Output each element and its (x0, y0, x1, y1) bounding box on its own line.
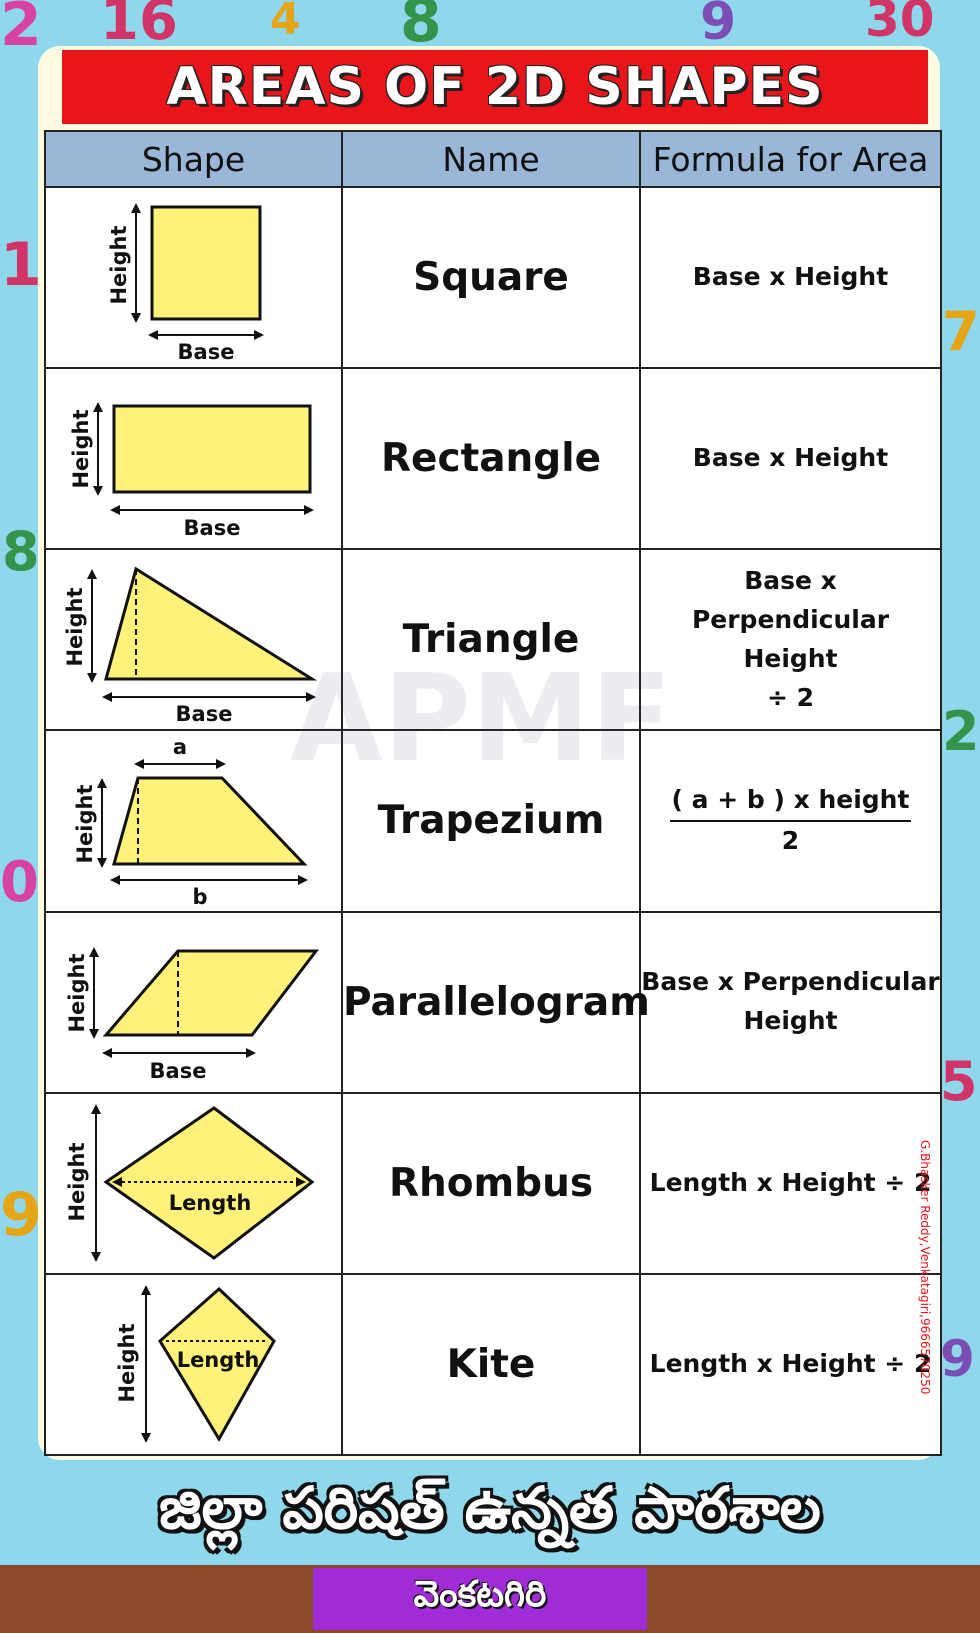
place-banner: వెంకటగిరి (313, 1568, 647, 1630)
shape-cell: Length Height (44, 1272, 343, 1457)
shape-formula: Length x Height ÷ 2 (639, 1091, 942, 1275)
title-banner: AREAS OF 2D SHAPES (62, 50, 928, 124)
shape-name: Trapezium (341, 729, 641, 913)
table-row: Height Base Rectangle Base x Height (44, 367, 942, 551)
school-name: జిల్లా పరిషత్ ఉన్నత పాఠశాల (159, 1474, 821, 1542)
shape-cell: Height Base (44, 910, 343, 1094)
table-row: Length Height Kite Length x Height ÷ 2 (44, 1272, 942, 1457)
formula-line: Base x (744, 566, 837, 596)
shape-name: Rectangle (341, 367, 641, 551)
rectangle-diagram: Height Base (69, 401, 314, 540)
header-name: Name (341, 130, 641, 188)
formula-line: Height (743, 1006, 838, 1036)
height-label: Height (65, 954, 89, 1033)
formula-line: Length x Height ÷ 2 (649, 1349, 932, 1379)
height-label: Height (63, 587, 87, 666)
rhombus-diagram: Length Height (65, 1104, 314, 1263)
formula-line: Perpendicular Height (691, 605, 890, 673)
length-label: Length (168, 1191, 251, 1215)
formula-denominator: 2 (781, 825, 800, 855)
header-shape: Shape (44, 130, 343, 188)
shape-cell: Height Base (44, 367, 343, 551)
height-label: Height (69, 409, 93, 488)
shape-cell: Height Base (44, 548, 343, 732)
base-label: Base (183, 516, 240, 540)
shape-name: Triangle (341, 548, 641, 732)
formula-line: ÷ 2 (766, 682, 815, 712)
table-row: Length Height Rhombus Length x Height ÷ … (44, 1091, 942, 1275)
height-label: Height (107, 225, 131, 304)
shape-formula: Base x Perpendicular Height ÷ 2 (639, 548, 942, 732)
base-label: Base (177, 340, 234, 363)
table-row: Height Base Parallelogram Base x Perpend… (44, 910, 942, 1094)
shape-name: Square (341, 185, 641, 370)
side-b-label: b (192, 885, 207, 906)
table-row: Height Base Triangle Base x Perpendicula… (44, 548, 942, 732)
formula-line: Length x Height ÷ 2 (649, 1167, 932, 1197)
table-header-row: Shape Name Formula for Area (44, 130, 942, 188)
table-row: a Height b Trapezium ( (44, 729, 942, 913)
base-label: Base (149, 1059, 206, 1083)
header-formula: Formula for Area (639, 130, 942, 188)
shape-formula: Base x Height (639, 185, 942, 370)
formula-numerator: ( a + b ) x height (669, 781, 912, 822)
shape-cell: Height Base (44, 185, 343, 370)
trapezium-diagram: a Height b (73, 736, 308, 906)
height-label: Height (115, 1324, 139, 1403)
place-name: వెంకటగిరి (413, 1574, 547, 1615)
height-label: Height (65, 1143, 89, 1222)
side-a-label: a (172, 736, 186, 759)
kite-diagram: Length Height (115, 1285, 276, 1444)
page-title: AREAS OF 2D SHAPES (166, 57, 824, 117)
shape-cell: a Height b (44, 729, 343, 913)
base-label: Base (175, 702, 232, 725)
shape-cell: Length Height (44, 1091, 343, 1275)
shapes-table: Shape Name Formula for Area Height Base (44, 130, 942, 1457)
shape-formula: ( a + b ) x height 2 (639, 729, 942, 913)
formula-line: Base x Height (692, 443, 889, 473)
author-credit: G.Bhasker Reddy,Venkatagiri,9666570250 (918, 1140, 932, 1395)
height-label: Height (73, 784, 97, 863)
shape-formula: Base x Perpendicular Height (639, 910, 942, 1094)
formula-line: Base x Height (692, 262, 889, 292)
shape-name: Kite (341, 1272, 641, 1457)
parallelogram-diagram: Height Base (65, 947, 319, 1083)
shape-name: Rhombus (341, 1091, 641, 1275)
shape-name: Parallelogram (341, 910, 650, 1094)
length-label: Length (176, 1348, 259, 1372)
square-diagram: Height Base (107, 202, 264, 363)
table-row: Height Base Square Base x Height (44, 185, 942, 370)
triangle-diagram: Height Base (63, 566, 317, 725)
shape-formula: Base x Height (639, 367, 942, 551)
formula-line: Base x Perpendicular (641, 967, 940, 997)
shape-formula: Length x Height ÷ 2 (639, 1272, 942, 1457)
